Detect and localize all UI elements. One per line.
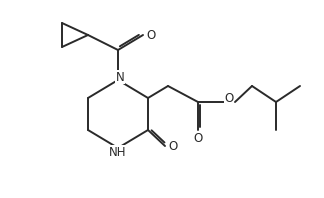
Text: O: O [168,141,178,153]
Text: O: O [146,29,156,42]
Text: NH: NH [109,146,127,159]
Text: O: O [193,131,202,145]
Text: N: N [116,70,124,84]
Text: O: O [225,91,234,105]
